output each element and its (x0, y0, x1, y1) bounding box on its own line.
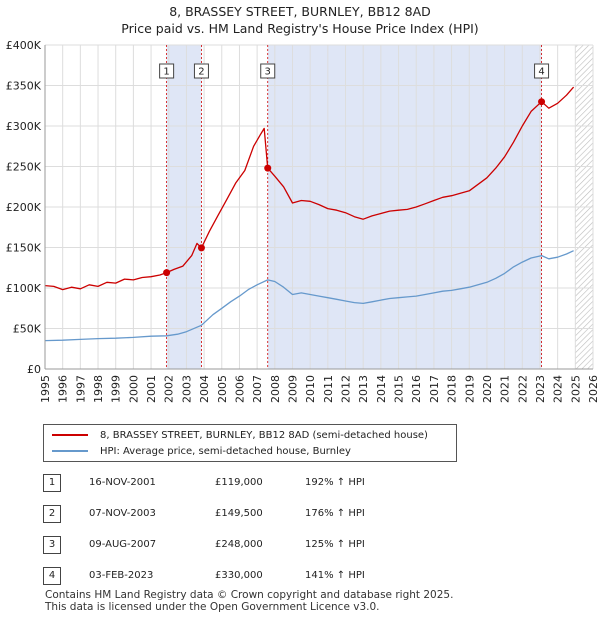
sale-number: 2 (43, 505, 61, 523)
sale-number: 4 (43, 567, 61, 585)
footer-line1: Contains HM Land Registry data © Crown c… (45, 589, 454, 601)
price-chart: 1 2 3 4 £0 £50K £100K £150K £200K £250K £300K £350K… (6, 39, 600, 403)
footer: Contains HM Land Registry data © Crown c… (45, 589, 454, 613)
sale-point (197, 244, 205, 252)
sale-point (538, 98, 546, 106)
x-tick-label: 2006 (233, 375, 246, 403)
x-tick-label: 2021 (499, 375, 512, 403)
x-tick-label: 2011 (322, 375, 335, 403)
sale-row: 1 16-NOV-2001 £119,000 192% ↑ HPI (43, 474, 543, 492)
chart-title-line2: Price paid vs. HM Land Registry's House … (121, 21, 479, 36)
x-tick-label: 2007 (251, 375, 264, 403)
legend-item-hpi: HPI: Average price, semi-detached house,… (52, 443, 351, 459)
sale-date: 03-FEB-2023 (89, 570, 154, 581)
x-tick-label: 2005 (216, 375, 229, 403)
x-tick-label: 2022 (516, 375, 529, 403)
sale-number: 1 (43, 474, 61, 492)
x-tick-label: 2023 (534, 375, 547, 403)
x-tick-label: 2010 (304, 375, 317, 403)
x-tick-label: 2026 (587, 375, 600, 403)
x-tick-label: 1997 (74, 375, 87, 403)
y-tick-label: £300K (6, 120, 42, 133)
sale-marker-box (159, 63, 175, 79)
sale-price: £330,000 (215, 570, 263, 581)
sale-marker-box (260, 63, 276, 79)
sale-price: £248,000 (215, 539, 263, 550)
x-tick-label: 2013 (357, 375, 370, 403)
sale-marker-box (193, 63, 209, 79)
sale-marker-box (534, 63, 550, 79)
series-line (44, 86, 575, 291)
y-tick-label: £0 (27, 363, 41, 376)
sale-marker-label: 1 (163, 67, 169, 78)
x-tick-label: 2015 (393, 375, 406, 403)
y-tick-label: £200K (6, 201, 42, 214)
x-tick-label: 2020 (481, 375, 494, 403)
x-tick-label: 2016 (410, 375, 423, 403)
x-tick-label: 2000 (127, 375, 140, 403)
sale-point (163, 269, 171, 277)
x-tick-label: 1995 (39, 375, 52, 403)
x-tick-label: 2004 (198, 375, 211, 403)
sale-marker-label: 3 (265, 67, 271, 78)
sale-row: 3 09-AUG-2007 £248,000 125% ↑ HPI (43, 536, 543, 554)
y-tick-label: £400K (6, 39, 42, 52)
sale-row: 4 03-FEB-2023 £330,000 141% ↑ HPI (43, 567, 543, 585)
legend-swatch-price (52, 434, 88, 436)
legend-label-price: 8, BRASSEY STREET, BURNLEY, BB12 8AD (se… (100, 429, 428, 441)
y-tick-label: £350K (6, 80, 42, 93)
sale-hpi-change: 125% ↑ HPI (305, 539, 365, 550)
legend-swatch-hpi (52, 450, 88, 452)
x-tick-label: 2003 (180, 375, 193, 403)
x-tick-label: 2014 (375, 375, 388, 403)
sale-point (264, 164, 272, 172)
x-tick-label: 2002 (163, 375, 176, 403)
x-tick-label: 2018 (446, 375, 459, 403)
legend-item-price: 8, BRASSEY STREET, BURNLEY, BB12 8AD (se… (52, 427, 428, 443)
x-tick-label: 2008 (269, 375, 282, 403)
sale-hpi-change: 176% ↑ HPI (305, 508, 365, 519)
sale-date: 09-AUG-2007 (89, 539, 157, 550)
y-tick-label: £250K (6, 161, 42, 174)
legend: 8, BRASSEY STREET, BURNLEY, BB12 8AD (se… (43, 424, 457, 462)
x-tick-label: 1998 (92, 375, 105, 403)
x-tick-label: 2001 (145, 375, 158, 403)
y-tick-label: £100K (6, 282, 42, 295)
chart-title-line1: 8, BRASSEY STREET, BURNLEY, BB12 8AD (169, 4, 431, 19)
x-tick-label: 1999 (110, 375, 123, 403)
sale-price: £149,500 (215, 508, 263, 519)
x-tick-label: 2024 (552, 375, 565, 403)
series-line (44, 250, 574, 342)
sale-number: 3 (43, 536, 61, 554)
sale-date: 16-NOV-2001 (89, 477, 156, 488)
sale-date: 07-NOV-2003 (89, 508, 156, 519)
x-tick-label: 2009 (286, 375, 299, 403)
sale-price: £119,000 (215, 477, 263, 488)
x-tick-label: 2012 (340, 375, 353, 403)
legend-label-hpi: HPI: Average price, semi-detached house,… (100, 445, 351, 457)
y-tick-label: £150K (6, 242, 42, 255)
x-tick-label: 2025 (569, 375, 582, 403)
x-tick-label: 1996 (57, 375, 70, 403)
y-tick-label: £50K (13, 323, 42, 336)
sale-marker-label: 2 (198, 67, 204, 78)
sale-marker-label: 4 (538, 67, 544, 78)
sale-hpi-change: 192% ↑ HPI (305, 477, 365, 488)
chart-title: 8, BRASSEY STREET, BURNLEY, BB12 8AD Pri… (0, 3, 600, 37)
sale-hpi-change: 141% ↑ HPI (305, 570, 365, 581)
x-tick-label: 2019 (463, 375, 476, 403)
footer-line2: This data is licensed under the Open Gov… (45, 600, 380, 613)
x-tick-label: 2017 (428, 375, 441, 403)
sale-row: 2 07-NOV-2003 £149,500 176% ↑ HPI (43, 505, 543, 523)
